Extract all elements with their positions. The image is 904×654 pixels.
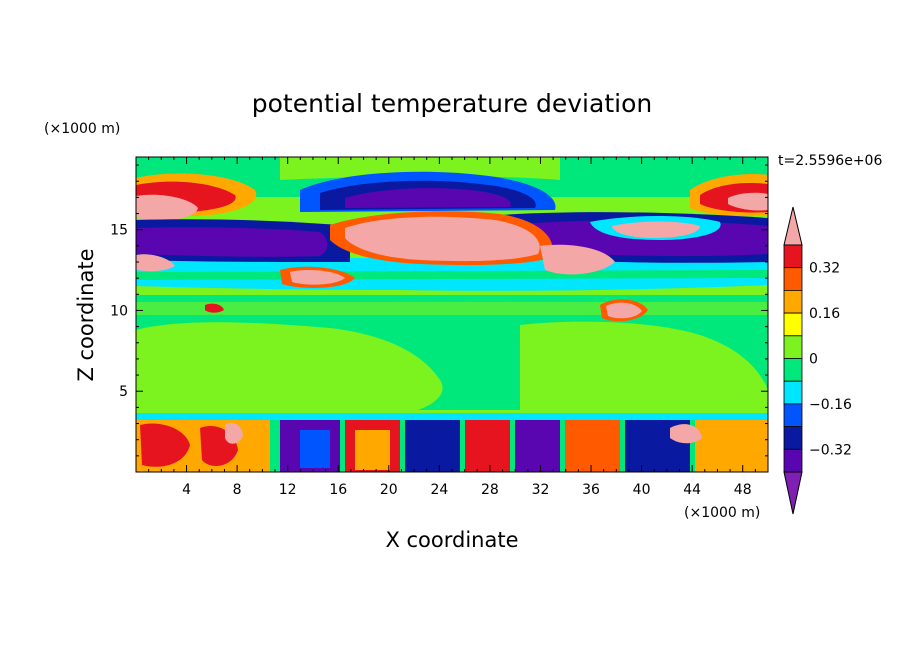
colorbar-label: 0.32 [809, 261, 840, 277]
region-light-green-right [520, 321, 768, 414]
colorbar-box [783, 244, 803, 269]
colorbar-box [783, 403, 803, 427]
x-tick-label: 8 [233, 482, 242, 498]
region-pink-lobe-left [136, 254, 175, 272]
region-pink-upper-right [728, 192, 768, 211]
region-boundary-red-left-a [140, 423, 190, 467]
region-light-green-left [136, 322, 443, 414]
chart-title: potential temperature deviation [252, 89, 652, 118]
colorbar-label: 0 [809, 352, 818, 368]
region-purple-top [345, 188, 511, 208]
x-tick-label: 28 [481, 482, 499, 498]
x-tick-label: 12 [279, 482, 297, 498]
x-axis-label: X coordinate [385, 528, 518, 552]
y-axis-unit: (×1000 m) [44, 121, 120, 137]
region-pink-small-dot [205, 303, 224, 313]
time-label: t=2.5596e+06 [778, 153, 882, 169]
region-pink-core [345, 216, 540, 262]
x-tick-label: 36 [582, 482, 600, 498]
region-purple-band-left [136, 227, 328, 257]
region-boundary-pink-left [225, 422, 243, 444]
colorbar-label: −0.32 [809, 442, 852, 458]
region-boundary-cyan [136, 413, 768, 423]
y-axis: 5 10 15 [110, 164, 768, 457]
colorbar: 0.32 0.16 0 −0.16 −0.32 [783, 206, 852, 515]
region-pink-lobe-mid-inner [290, 270, 345, 285]
colorbar-label: 0.16 [809, 306, 840, 322]
colorbar-extend-top [783, 206, 803, 246]
colorbar-box [783, 358, 803, 382]
y-tick-label: 15 [110, 223, 128, 239]
colorbar-box [783, 289, 803, 314]
x-tick-label: 40 [633, 482, 651, 498]
y-tick-label: 10 [110, 303, 128, 319]
colorbar-extend-bottom [783, 471, 803, 515]
region-boundary-blue-a [300, 430, 330, 468]
y-axis-label: Z coordinate [74, 248, 98, 381]
colorbar-label: −0.16 [809, 397, 852, 413]
x-tick-label: 32 [532, 482, 550, 498]
region-boundary-orange-right [695, 420, 768, 472]
x-tick-label: 16 [329, 482, 347, 498]
x-tick-label: 4 [182, 482, 191, 498]
colorbar-box [783, 335, 803, 359]
region-pink-upper-left [136, 194, 198, 221]
region-boundary-purple-b [405, 420, 460, 472]
plot-field [136, 157, 768, 472]
region-pink-core-right [540, 244, 615, 275]
x-axis-unit: (×1000 m) [684, 505, 760, 521]
colorbar-box [783, 267, 803, 291]
region-boundary-red-right [565, 420, 620, 472]
y-tick-label: 5 [119, 384, 128, 400]
x-tick-label: 48 [734, 482, 752, 498]
x-tick-label: 20 [380, 482, 398, 498]
region-pink-lobe-right-inner [606, 302, 642, 319]
x-tick-label: 24 [430, 482, 448, 498]
region-boundary-purple-c [515, 420, 560, 472]
colorbar-box [783, 426, 803, 450]
colorbar-box [783, 312, 803, 337]
region-pink-right-pocket [612, 221, 700, 238]
region-light-green-top [136, 302, 768, 315]
colorbar-box [783, 448, 803, 473]
region-boundary-pink-right [670, 424, 702, 444]
x-axis: 4 8 12 16 20 24 28 32 36 40 44 48 [148, 157, 756, 498]
region-boundary-orange-mid [355, 430, 390, 470]
region-boundary-red-mid2 [465, 420, 510, 472]
x-tick-label: 44 [683, 482, 701, 498]
colorbar-box [783, 380, 803, 405]
